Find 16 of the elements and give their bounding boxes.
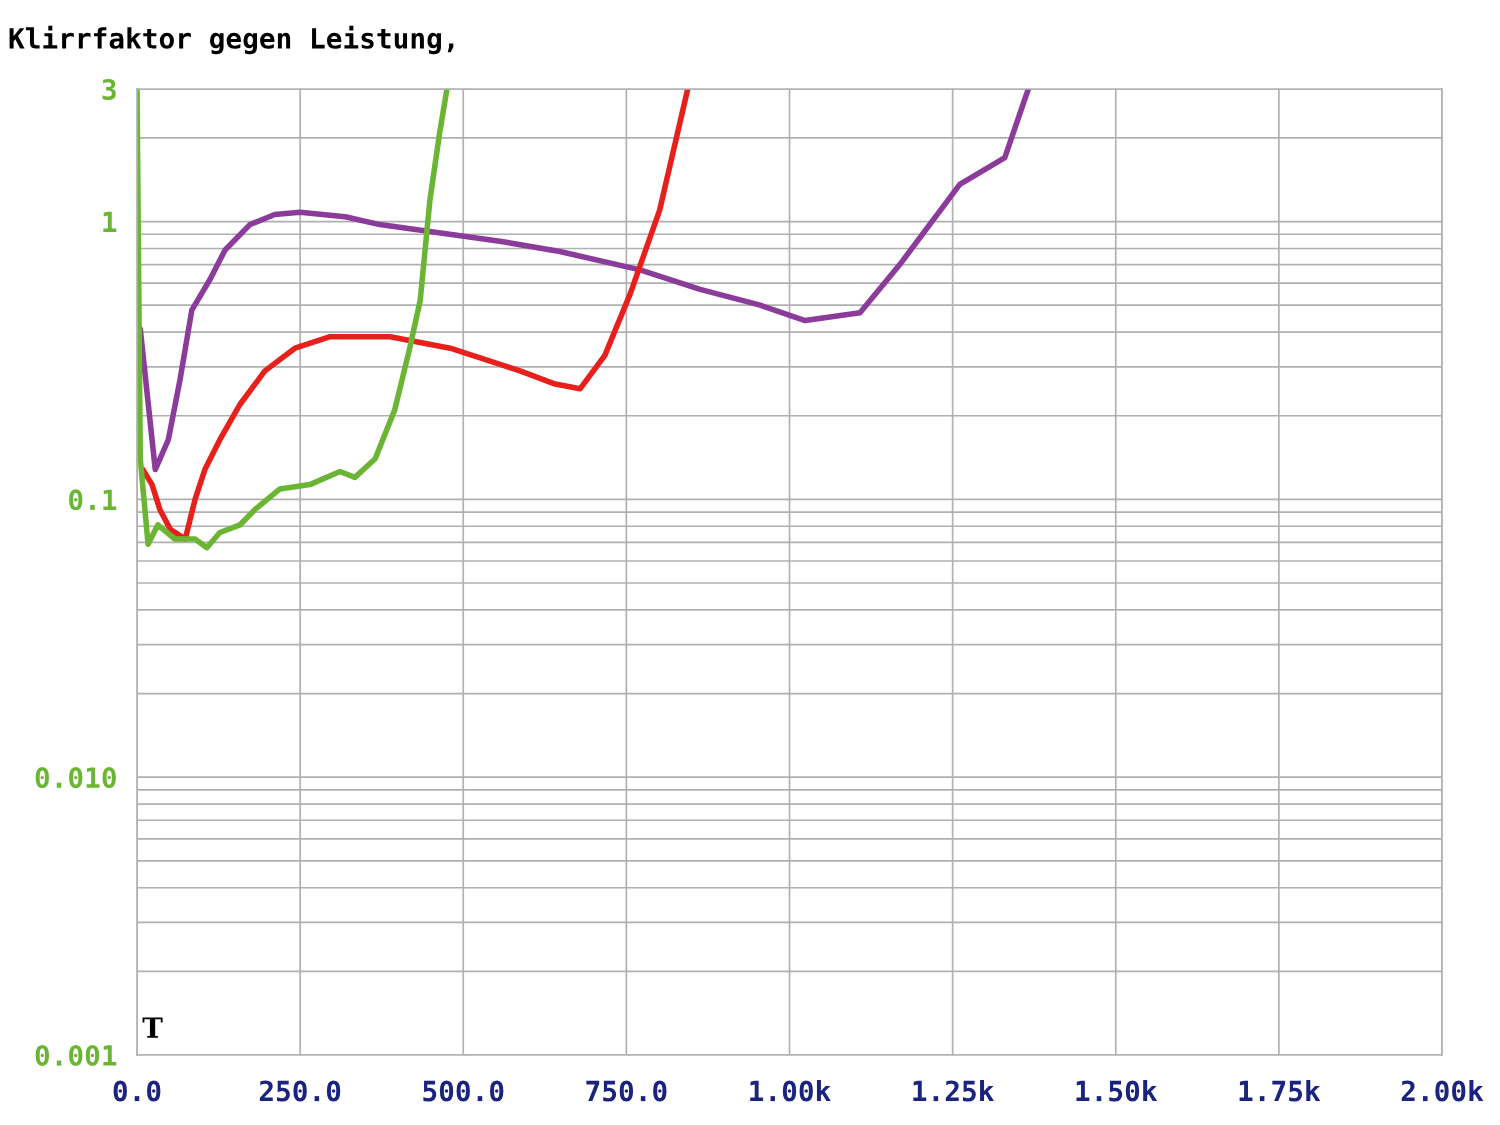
chart-title: Klirrfaktor gegen Leistung, <box>9 25 454 55</box>
x-tick-label: 1.00k <box>750 1080 831 1102</box>
y-tick-label: 0.1 <box>69 489 117 511</box>
x-tick-label: 750.0 <box>586 1080 667 1102</box>
x-tick-label: 2.00k <box>1401 1080 1484 1102</box>
x-tick-label: 1.50k <box>1076 1080 1158 1102</box>
y-tick-label: 1 <box>103 211 117 233</box>
x-tick-label: 0.0 <box>113 1080 161 1102</box>
x-tick-label: 250.0 <box>259 1080 341 1102</box>
y-tick-label: 3 <box>102 78 116 100</box>
annotation: T <box>142 1017 163 1038</box>
x-tick-label: 1.25k <box>913 1080 994 1102</box>
y-tick-label: 0.001 <box>35 1044 117 1066</box>
y-tick-label: 0.010 <box>35 767 116 789</box>
x-tick-label: 500.0 <box>423 1080 504 1102</box>
x-tick-label: 1.75k <box>1239 1080 1321 1102</box>
